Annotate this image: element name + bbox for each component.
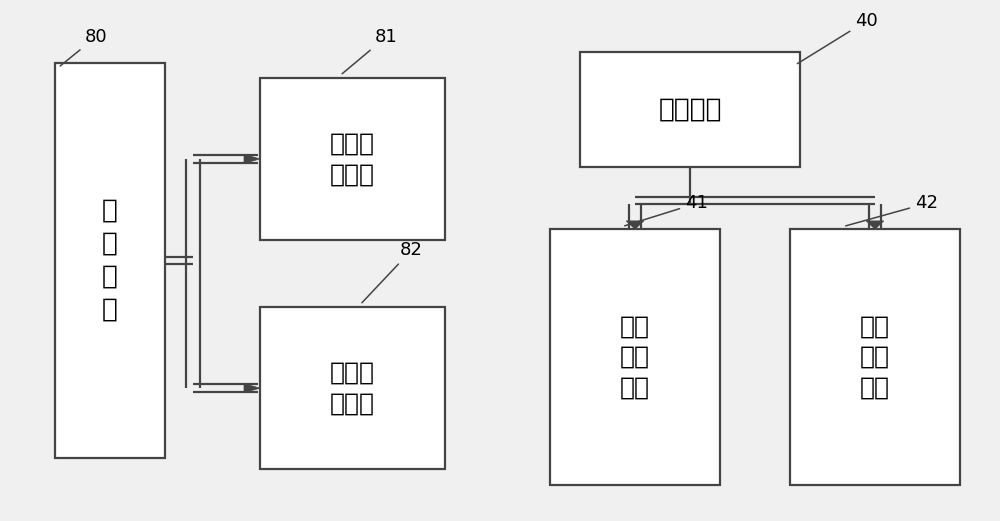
Polygon shape xyxy=(244,383,260,393)
Text: 82: 82 xyxy=(362,241,423,303)
Text: 储存单元: 储存单元 xyxy=(658,96,722,122)
Text: 无线通
信单元: 无线通 信单元 xyxy=(330,132,375,186)
Text: 40: 40 xyxy=(797,12,878,64)
Text: 41: 41 xyxy=(625,194,708,226)
FancyBboxPatch shape xyxy=(580,52,800,167)
Text: 本地
储存
模块: 本地 储存 模块 xyxy=(860,314,890,400)
Polygon shape xyxy=(626,221,644,229)
Polygon shape xyxy=(866,221,884,229)
FancyBboxPatch shape xyxy=(260,78,445,240)
FancyBboxPatch shape xyxy=(55,63,165,458)
FancyBboxPatch shape xyxy=(790,229,960,485)
Text: 本地提
醒模块: 本地提 醒模块 xyxy=(330,361,375,415)
Text: 提
醒
单
元: 提 醒 单 元 xyxy=(102,198,118,323)
Polygon shape xyxy=(244,154,260,164)
FancyBboxPatch shape xyxy=(550,229,720,485)
Text: 42: 42 xyxy=(846,194,938,226)
Text: 云端
储存
模块: 云端 储存 模块 xyxy=(620,314,650,400)
Text: 80: 80 xyxy=(60,28,108,66)
FancyBboxPatch shape xyxy=(260,307,445,469)
Text: 81: 81 xyxy=(342,28,398,74)
